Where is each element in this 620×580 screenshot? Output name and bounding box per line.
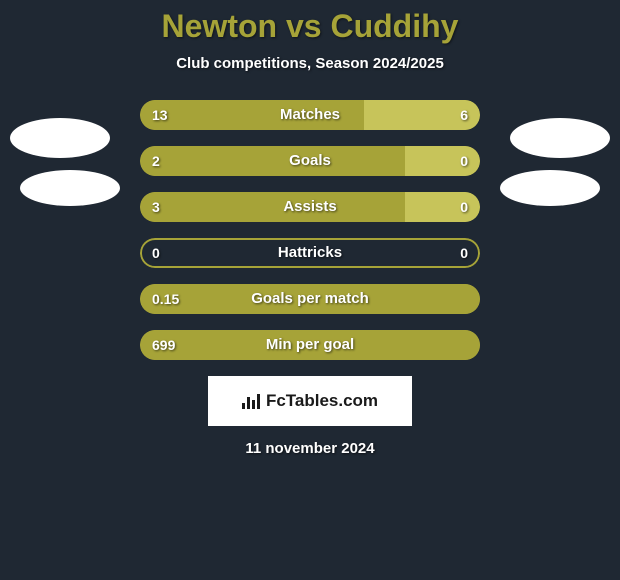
stat-label: Min per goal xyxy=(140,330,480,360)
stat-label: Goals xyxy=(140,146,480,176)
player-head-right xyxy=(510,118,610,158)
player-head-left xyxy=(10,118,110,158)
stat-row: 30Assists xyxy=(140,192,480,222)
stat-row: 20Goals xyxy=(140,146,480,176)
stat-label: Goals per match xyxy=(140,284,480,314)
chart-subtitle: Club competitions, Season 2024/2025 xyxy=(0,55,620,72)
stat-label: Assists xyxy=(140,192,480,222)
stat-label: Matches xyxy=(140,100,480,130)
player-body-left xyxy=(20,170,120,206)
branding-icon xyxy=(242,394,260,409)
stat-row: 136Matches xyxy=(140,100,480,130)
player-body-right xyxy=(500,170,600,206)
chart-container: Newton vs Cuddihy Club competitions, Sea… xyxy=(0,0,620,580)
bars-area: 136Matches 20Goals 30Assists 00Hattricks 0.1… xyxy=(140,100,480,360)
stat-label: Hattricks xyxy=(140,238,480,268)
branding-text: FcTables.com xyxy=(266,391,378,411)
stat-row: 0.15Goals per match xyxy=(140,284,480,314)
chart-date: 11 november 2024 xyxy=(0,440,620,457)
branding-box: FcTables.com xyxy=(208,376,412,426)
stat-row: 699Min per goal xyxy=(140,330,480,360)
chart-title: Newton vs Cuddihy xyxy=(0,8,620,45)
stat-row: 00Hattricks xyxy=(140,238,480,268)
